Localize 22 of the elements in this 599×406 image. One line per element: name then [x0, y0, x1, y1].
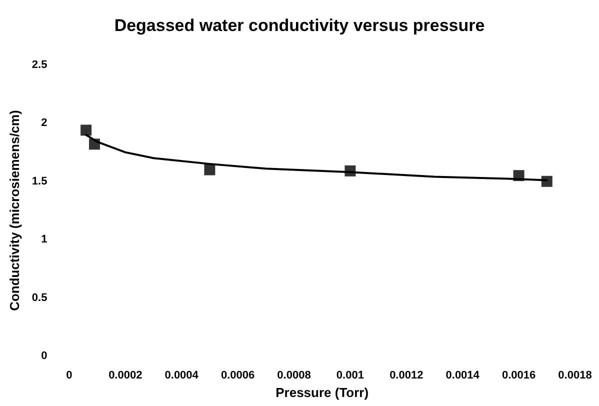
point — [80, 124, 92, 136]
x-tick-label: 0.0014 — [446, 370, 480, 382]
point — [204, 164, 216, 176]
y-tick-label: 1.5 — [32, 175, 48, 188]
x-tick-label: 0.0012 — [390, 370, 424, 382]
x-tick-label: 0.0008 — [277, 370, 311, 382]
x-tick-label: 0.0006 — [220, 370, 255, 382]
y-tick-label: 0 — [41, 350, 48, 362]
x-axis-title: Pressure (Torr) — [276, 384, 369, 400]
y-tick-label: 0.5 — [32, 292, 48, 304]
y-tick-label: 2 — [41, 117, 48, 130]
y-axis-title: Conductivity (microsiemens/cm) — [7, 110, 22, 311]
chart-title: Degassed water conductivity versus pressure — [114, 16, 485, 35]
point — [541, 176, 552, 187]
x-tick-label: 0.0004 — [164, 370, 200, 382]
x-tick-label: 0.001 — [336, 370, 364, 382]
y-tick-label: 2.5 — [32, 59, 48, 71]
x-tick-label: 0.0002 — [108, 370, 142, 382]
y-tick-label: 1 — [41, 234, 48, 246]
x-tick-label: 0.0016 — [502, 370, 536, 382]
x-tick-label: 0.0018 — [558, 370, 592, 382]
x-tick-label: 0 — [66, 370, 72, 382]
